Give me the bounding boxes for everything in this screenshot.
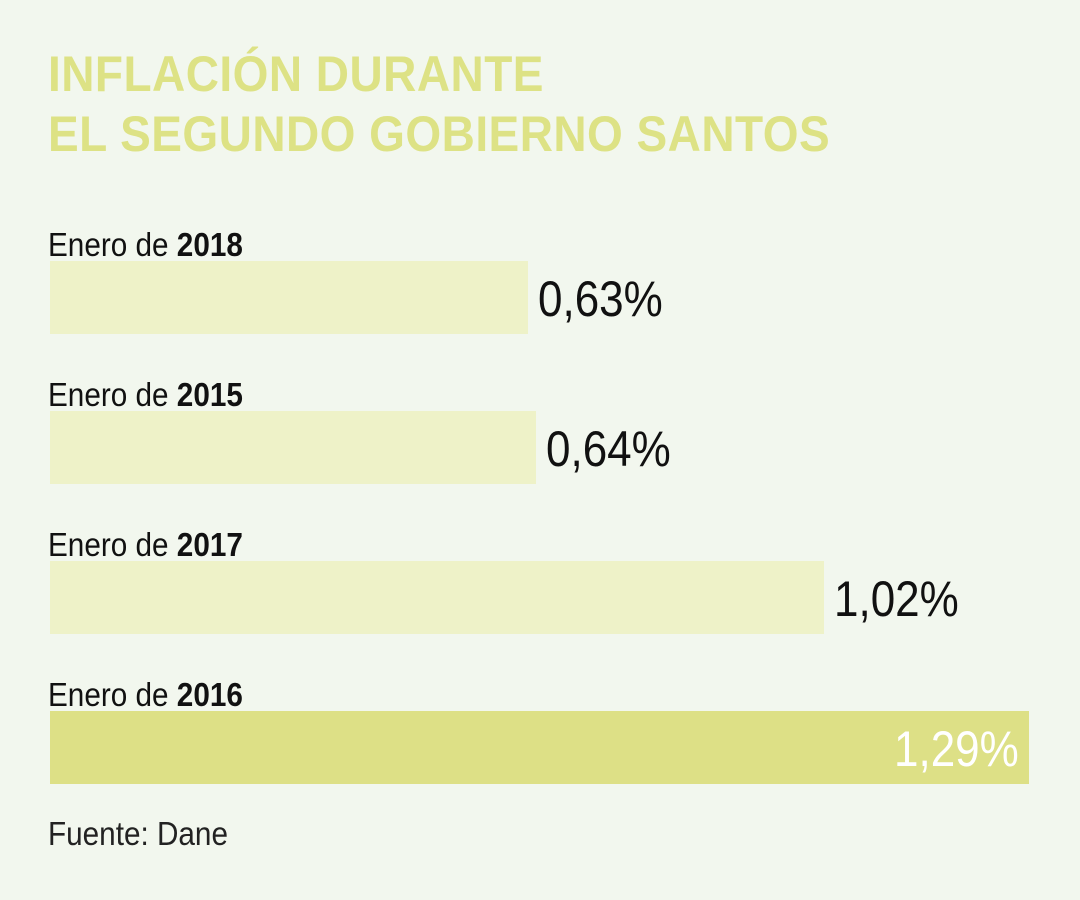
category-prefix: Enero de bbox=[48, 526, 177, 563]
source-note: Fuente: Dane bbox=[48, 815, 228, 852]
data-label: 0,64% bbox=[545, 421, 671, 477]
category-year: 2018 bbox=[176, 226, 243, 263]
bar bbox=[50, 561, 825, 634]
category-label: Enero de 2018 bbox=[48, 226, 243, 264]
category-prefix: Enero de bbox=[48, 226, 177, 263]
category-label: Enero de 2015 bbox=[48, 376, 243, 414]
bar bbox=[50, 261, 529, 334]
category-year: 2016 bbox=[176, 676, 243, 713]
title-line-1: INFLACIÓN DURANTE bbox=[48, 46, 544, 102]
bar bbox=[50, 711, 1029, 784]
chart-title: INFLACIÓN DURANTE EL SEGUNDO GOBIERNO SA… bbox=[48, 44, 830, 164]
title-line-2: EL SEGUNDO GOBIERNO SANTOS bbox=[48, 106, 831, 162]
bar bbox=[50, 411, 536, 484]
category-label: Enero de 2016 bbox=[48, 676, 243, 714]
data-label: 0,63% bbox=[538, 271, 663, 327]
category-year: 2015 bbox=[176, 376, 243, 413]
category-year: 2017 bbox=[176, 526, 243, 563]
category-label: Enero de 2017 bbox=[48, 526, 243, 564]
data-label: 1,29% bbox=[894, 721, 1019, 777]
category-prefix: Enero de bbox=[48, 376, 177, 413]
category-prefix: Enero de bbox=[48, 676, 177, 713]
data-label: 1,02% bbox=[834, 571, 959, 627]
